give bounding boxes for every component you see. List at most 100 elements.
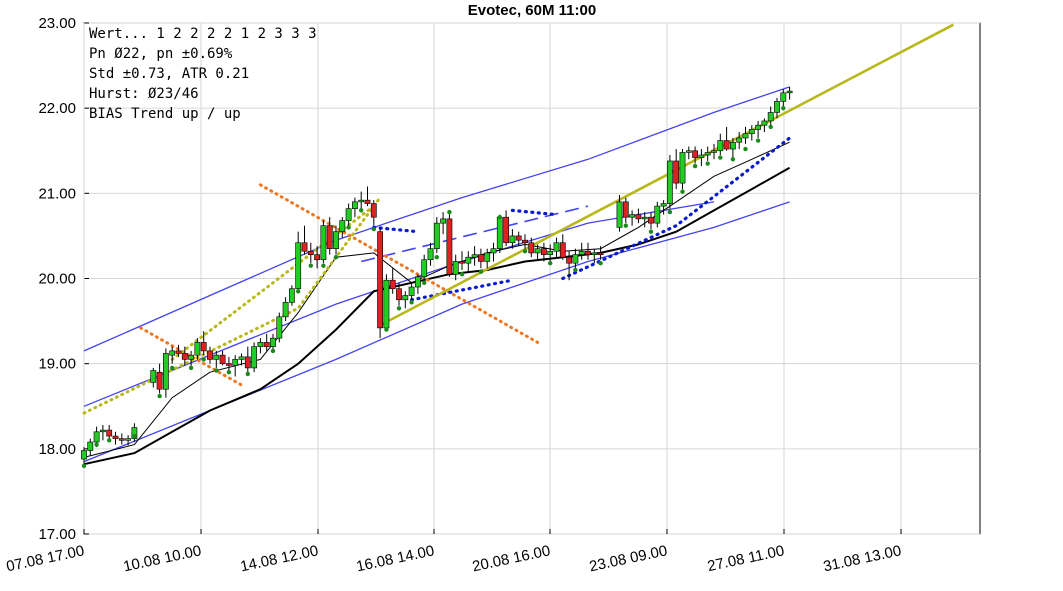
candle-body xyxy=(106,429,113,437)
candle-body xyxy=(213,354,220,360)
candle-body xyxy=(704,152,711,156)
dot-marker xyxy=(346,225,351,230)
dot-marker xyxy=(409,300,414,305)
candle-body xyxy=(515,235,522,241)
candle-body xyxy=(585,250,591,255)
candle-body xyxy=(578,250,585,255)
candle-body xyxy=(780,92,787,102)
candle-body xyxy=(307,250,314,255)
x-tick-label: 16.08 14.00 xyxy=(355,542,436,575)
candle-body xyxy=(755,124,761,130)
candle-body xyxy=(654,205,661,224)
candle-body xyxy=(616,201,623,228)
dot-marker xyxy=(170,365,175,371)
candle-body xyxy=(547,250,554,255)
chart-title: Evotec, 60M 11:00 xyxy=(468,2,596,19)
candle-body xyxy=(534,248,541,254)
dot-marker xyxy=(384,327,389,332)
candle-body xyxy=(459,261,465,264)
y-tick-label: 19.00 xyxy=(38,356,76,373)
dot-marker xyxy=(308,263,313,268)
dot-marker xyxy=(132,433,137,439)
candle-body xyxy=(377,231,383,329)
blue-dotted-line xyxy=(372,225,420,234)
dot-marker xyxy=(434,255,439,260)
info-line: Pn Ø22, pn ±0.69% xyxy=(89,46,233,62)
candle-body xyxy=(314,254,320,261)
candle-body xyxy=(685,150,692,153)
candle-body xyxy=(194,342,201,356)
candle-body xyxy=(100,429,106,433)
candle-body xyxy=(748,129,755,135)
candle-body xyxy=(219,354,226,364)
candle-body xyxy=(175,350,182,354)
candle-body xyxy=(597,252,604,255)
y-tick-label: 22.00 xyxy=(38,100,76,117)
candle-body xyxy=(761,120,768,126)
candle-body xyxy=(742,133,749,139)
dot-marker xyxy=(623,223,628,228)
candle-body xyxy=(370,203,377,218)
candle-body xyxy=(232,359,239,366)
candle-body xyxy=(163,353,169,390)
info-line: Wert... 1 2 2 2 2 1 2 3 3 3 xyxy=(89,26,317,42)
channel-upper-line xyxy=(83,86,790,352)
dot-marker xyxy=(270,348,276,354)
candle-body xyxy=(427,248,434,261)
candle-body xyxy=(767,112,774,122)
candle-body xyxy=(496,216,503,249)
dot-marker xyxy=(497,214,502,220)
candle-body xyxy=(358,199,365,203)
candle-body xyxy=(207,350,213,360)
dot-marker xyxy=(692,163,698,169)
candle-body xyxy=(345,208,352,221)
candle-body xyxy=(591,252,598,255)
candle-body xyxy=(270,337,276,347)
dot-marker xyxy=(321,263,326,268)
candle-body xyxy=(263,342,270,347)
info-line: BIAS Trend up / up xyxy=(89,106,241,122)
dot-marker xyxy=(522,249,528,254)
dot-marker xyxy=(81,463,87,469)
candle-body xyxy=(81,450,87,460)
dot-marker xyxy=(201,357,206,362)
candle-body xyxy=(528,242,535,254)
dot-marker xyxy=(718,155,723,160)
candle-body xyxy=(679,152,686,184)
dot-marker xyxy=(705,161,710,166)
candle-body xyxy=(774,101,780,113)
x-tick-label: 14.08 12.00 xyxy=(239,542,320,575)
dot-marker xyxy=(730,157,736,162)
candle-body xyxy=(717,140,724,152)
candles xyxy=(81,86,793,465)
candle-body xyxy=(118,438,125,441)
dot-marker xyxy=(422,280,427,285)
dot-markers xyxy=(81,105,786,469)
info-line: Std ±0.73, ATR 0.21 xyxy=(89,66,249,82)
orange-dotted-line xyxy=(258,183,540,344)
candle-body xyxy=(93,431,100,443)
candle-body xyxy=(559,242,566,258)
candle-body xyxy=(553,242,560,252)
dot-marker xyxy=(214,368,219,373)
candle-body xyxy=(131,427,138,439)
candle-body xyxy=(421,259,428,278)
candle-body xyxy=(723,140,730,150)
trend-line xyxy=(379,23,955,327)
candle-body xyxy=(295,242,302,290)
dot-marker xyxy=(333,255,339,260)
candle-body xyxy=(181,353,188,360)
candle-body xyxy=(288,288,295,303)
candle-body xyxy=(383,279,390,329)
dot-marker xyxy=(396,306,402,311)
dot-marker xyxy=(188,365,194,371)
candle-body xyxy=(251,346,257,369)
candle-body xyxy=(572,254,579,264)
dot-marker xyxy=(245,371,250,377)
candle-body xyxy=(465,256,472,264)
candle-body xyxy=(339,220,346,232)
candle-body xyxy=(433,222,440,249)
candle-body xyxy=(188,354,194,360)
dot-marker xyxy=(680,189,685,194)
